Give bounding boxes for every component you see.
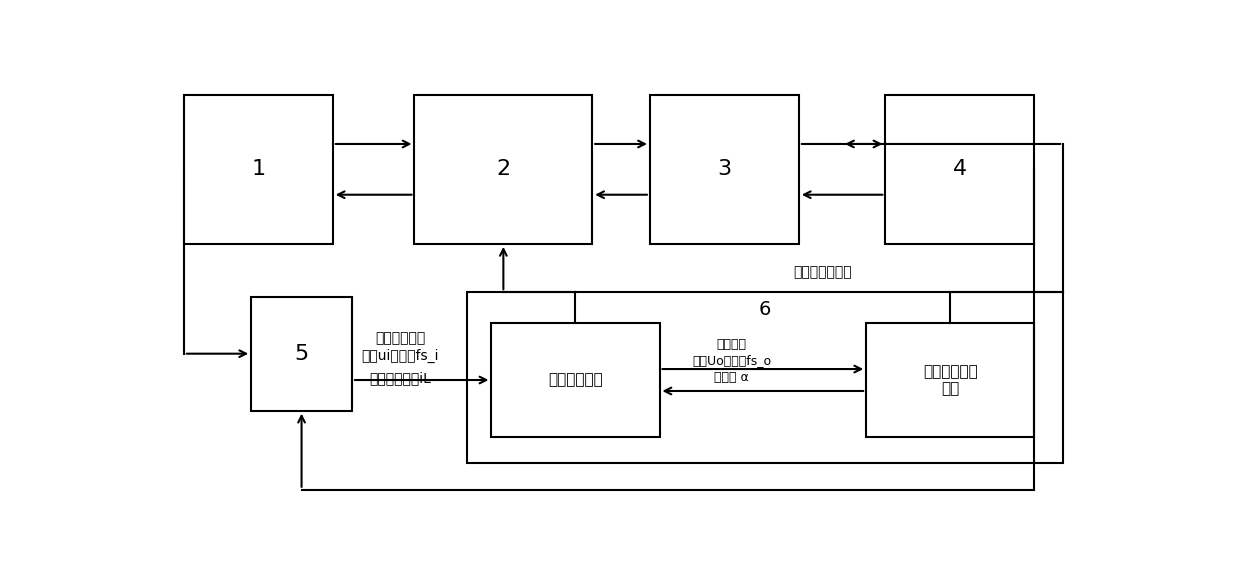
Text: 1: 1 — [252, 160, 265, 180]
Text: 2: 2 — [496, 160, 511, 180]
Text: 幅値Uo，频率fs_o: 幅値Uo，频率fs_o — [692, 354, 771, 367]
Bar — [885, 95, 1034, 244]
Text: 电压ui、频率fs_i: 电压ui、频率fs_i — [361, 349, 439, 363]
Text: 整流桥驱动信号: 整流桥驱动信号 — [794, 266, 852, 279]
Text: 4: 4 — [952, 160, 967, 180]
Bar — [184, 95, 332, 244]
Bar — [650, 95, 799, 244]
Bar — [866, 323, 1034, 437]
Text: 5: 5 — [294, 344, 309, 364]
Bar — [250, 296, 352, 411]
Text: 驱动信号生成
单元: 驱动信号生成 单元 — [923, 364, 977, 396]
Text: 触发角 α: 触发角 α — [714, 371, 749, 384]
Text: 6: 6 — [759, 300, 771, 319]
Text: 期望电压: 期望电压 — [717, 339, 746, 352]
Text: 3: 3 — [717, 160, 732, 180]
Bar — [467, 292, 1063, 463]
Text: 负载模块电流iL: 负载模块电流iL — [370, 371, 432, 385]
Bar — [491, 323, 660, 437]
Bar — [414, 95, 593, 244]
Text: 表格生成单元: 表格生成单元 — [548, 373, 603, 388]
Text: 输入电源模块: 输入电源模块 — [374, 331, 425, 345]
